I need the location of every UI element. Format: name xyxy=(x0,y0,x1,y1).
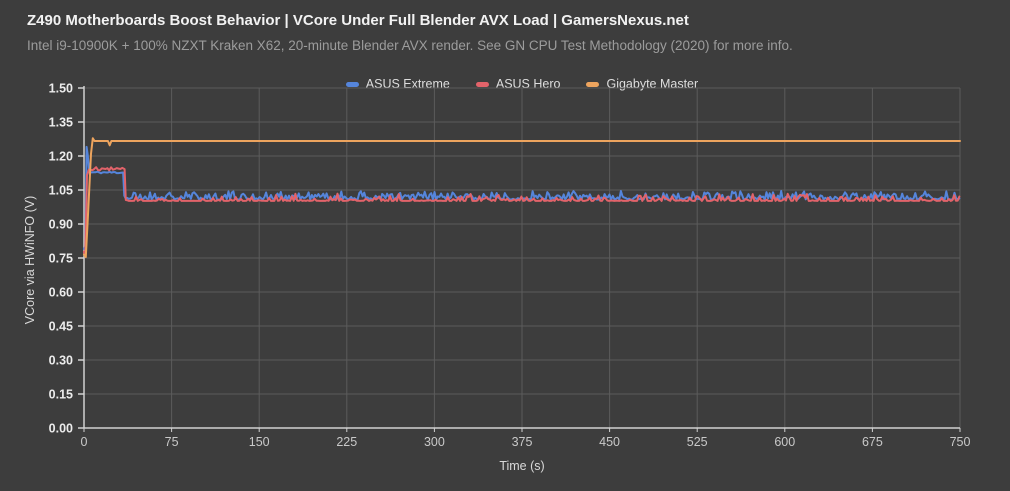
chart-subtitle: Intel i9-10900K + 100% NZXT Kraken X62, … xyxy=(27,38,793,53)
y-tick-label: 0.15 xyxy=(49,388,73,402)
y-tick-label: 1.20 xyxy=(49,150,73,164)
x-tick-label: 150 xyxy=(249,435,270,449)
y-tick-label: 0.00 xyxy=(49,422,73,436)
x-axis-title: Time (s) xyxy=(499,459,545,473)
x-tick-label: 225 xyxy=(336,435,357,449)
y-tick-label: 0.45 xyxy=(49,320,73,334)
legend-swatch-asus-hero xyxy=(475,81,489,87)
x-tick-label: 75 xyxy=(165,435,179,449)
y-tick-label: 0.75 xyxy=(49,252,73,266)
chart-title: Z490 Motherboards Boost Behavior | VCore… xyxy=(27,12,689,29)
y-tick-label: 1.35 xyxy=(49,116,73,130)
y-tick-label: 0.90 xyxy=(49,218,73,232)
legend-swatch-gigabyte-master xyxy=(586,81,600,87)
x-tick-label: 0 xyxy=(81,435,88,449)
y-tick-label: 1.50 xyxy=(49,82,73,96)
y-tick-label: 0.30 xyxy=(49,354,73,368)
x-tick-label: 675 xyxy=(862,435,883,449)
y-tick-label: 0.60 xyxy=(49,286,73,300)
x-tick-label: 375 xyxy=(512,435,533,449)
x-tick-label: 300 xyxy=(424,435,445,449)
series-line-gigabyte-master xyxy=(83,137,961,259)
y-tick-label: 1.05 xyxy=(49,184,73,198)
x-tick-label: 600 xyxy=(774,435,795,449)
legend-swatch-asus-extreme xyxy=(345,81,359,87)
x-tick-label: 750 xyxy=(950,435,971,449)
x-tick-label: 450 xyxy=(599,435,620,449)
x-tick-label: 525 xyxy=(687,435,708,449)
series-line-asus-hero xyxy=(83,166,961,258)
